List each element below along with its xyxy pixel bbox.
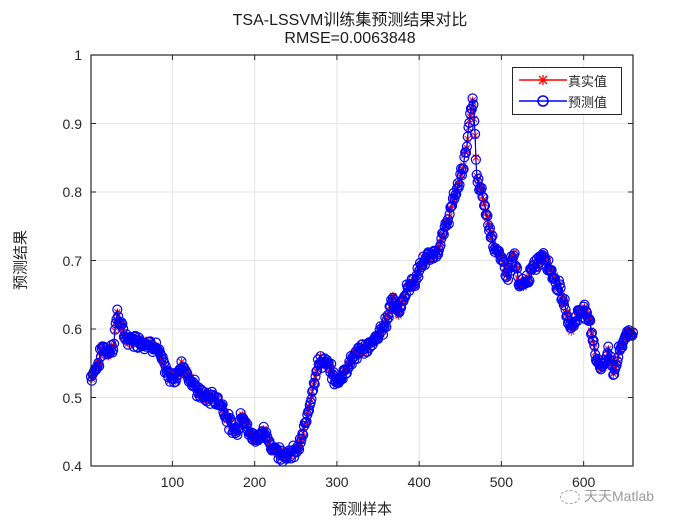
y-tick-label: 0.8 bbox=[62, 184, 82, 200]
asterisk-marker-icon bbox=[519, 75, 567, 85]
y-tick-label: 0.9 bbox=[62, 115, 82, 132]
y-tick-label: 0.6 bbox=[62, 321, 82, 337]
y-tick-label: 0.5 bbox=[62, 389, 82, 406]
watermark-text: 天天Matlab bbox=[584, 488, 655, 504]
x-tick-label: 200 bbox=[242, 474, 267, 490]
legend-item-predicted: 预测值 bbox=[513, 91, 621, 111]
y-tick-label: 0.7 bbox=[62, 252, 82, 269]
x-tick-label: 300 bbox=[325, 474, 349, 490]
legend-label-actual: 真实值 bbox=[568, 75, 608, 90]
chart-subtitle-rmse: RMSE=0.0063848 bbox=[284, 30, 416, 47]
x-axis-label: 预测样本 bbox=[331, 500, 393, 518]
series-actual bbox=[87, 96, 637, 464]
legend: 真实值 预测值 bbox=[512, 67, 622, 115]
series-predicted bbox=[85, 93, 639, 467]
x-tick-label: 100 bbox=[160, 474, 185, 490]
circle-marker-icon bbox=[519, 95, 567, 107]
wechat-logo-icon bbox=[560, 490, 580, 505]
x-tick-label: 400 bbox=[407, 474, 431, 490]
y-tick-label: 1 bbox=[74, 47, 82, 63]
y-axis-label: 预测结果 bbox=[11, 229, 30, 291]
watermark: 天天Matlab bbox=[560, 486, 654, 506]
y-tick-label: 0.4 bbox=[62, 458, 82, 474]
legend-item-actual: 真实值 bbox=[513, 70, 621, 90]
legend-label-predicted: 预测值 bbox=[568, 96, 608, 111]
x-tick-label: 500 bbox=[489, 474, 514, 490]
x-tick-label: 600 bbox=[571, 474, 596, 490]
chart-title: TSA-LSSVM训练集预测结果对比 bbox=[232, 12, 468, 29]
